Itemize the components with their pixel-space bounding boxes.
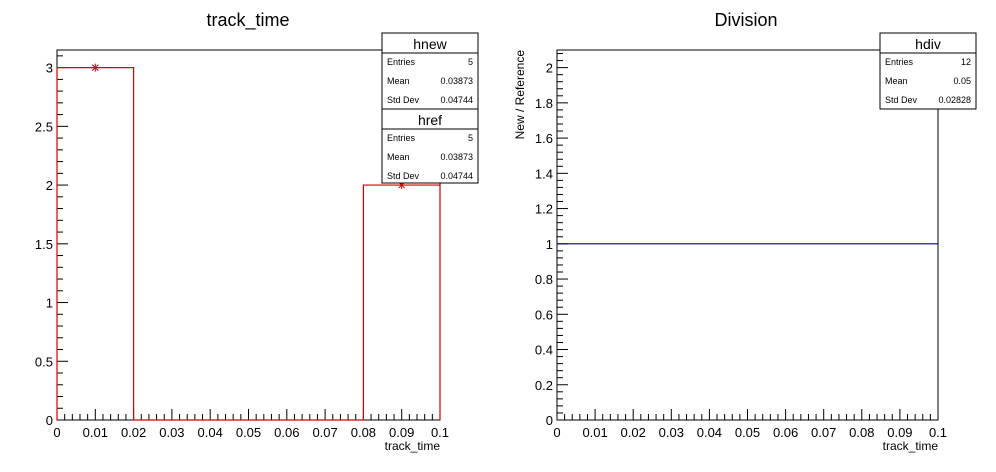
stats-box-hnew: hnew Entries 5 Mean 0.03873 Std Dev 0.04744 [381, 32, 479, 110]
stats-box-frame [879, 32, 977, 110]
x-axis-title: track_time [883, 439, 939, 453]
y-tick-label: 0.4 [535, 343, 553, 358]
stats-value: 0.04744 [440, 95, 473, 105]
y-axis-title: New / Reference [513, 50, 527, 140]
x-tick-label: 0.07 [312, 425, 337, 440]
y-tick-label: 0.8 [535, 272, 553, 287]
y-tick-label: 1.8 [535, 96, 553, 111]
chart-title: track_time [206, 10, 289, 31]
x-tick-label: 0.02 [121, 425, 146, 440]
x-tick-label: 0 [553, 425, 560, 440]
stats-value: 5 [468, 133, 473, 143]
chart-panel-2: Division 0 0.01 0.02 0.03 0.04 0.05 0.06 0.07 0.0… [513, 10, 977, 453]
stats-label: Entries [885, 57, 914, 67]
y-tick-label: 1.4 [535, 166, 553, 181]
stats-label: Entries [387, 57, 416, 67]
y-tick-label: 1.2 [535, 202, 553, 217]
x-tick-label: 0 [53, 425, 60, 440]
stats-label: Mean [885, 76, 908, 86]
x-tick-label: 0.08 [351, 425, 376, 440]
stats-label: Mean [387, 152, 410, 162]
x-tick-label: 0.09 [389, 425, 414, 440]
y-tick-label: 1.6 [535, 131, 553, 146]
x-tick-label: 0.03 [659, 425, 684, 440]
y-tick-label: 0.5 [35, 354, 53, 369]
x-tick-label: 0.05 [236, 425, 261, 440]
x-tick-label: 0.07 [811, 425, 836, 440]
y-tick-label: 2 [46, 178, 53, 193]
x-tick-label: 0.02 [621, 425, 646, 440]
stats-label: Std Dev [885, 95, 918, 105]
y-tick-label: 1 [546, 237, 553, 252]
chart-title: Division [714, 10, 777, 30]
x-tick-label: 0.04 [697, 425, 722, 440]
stats-box-title: hnew [413, 36, 447, 52]
stats-value: 0.04744 [440, 171, 473, 181]
stats-value: 5 [468, 57, 473, 67]
y-tick-label: 0 [46, 413, 53, 428]
y-tick-label: 0.2 [535, 378, 553, 393]
stats-value: 0.03873 [440, 152, 473, 162]
stats-box-title: hdiv [915, 36, 941, 52]
y-tick-label: 0 [546, 413, 553, 428]
x-tick-label: 0.04 [198, 425, 223, 440]
y-tick-label: 3 [46, 61, 53, 76]
x-tick-label: 0.06 [274, 425, 299, 440]
y-tick-label: 2 [546, 61, 553, 76]
y-tick-label: 2.5 [35, 119, 53, 134]
x-tick-label: 0.01 [582, 425, 607, 440]
y-tick-label: 0.6 [535, 307, 553, 322]
stats-label: Mean [387, 76, 410, 86]
stats-label: Std Dev [387, 95, 420, 105]
stats-box-title: href [418, 112, 442, 128]
x-tick-label: 0.05 [735, 425, 760, 440]
stats-label: Std Dev [387, 171, 420, 181]
stats-value: 0.03873 [440, 76, 473, 86]
x-axis-title: track_time [385, 439, 441, 453]
stats-box-frame [381, 32, 479, 110]
x-tick-label: 0.06 [773, 425, 798, 440]
stats-box-frame [381, 108, 479, 184]
stats-label: Entries [387, 133, 416, 143]
x-tick-label: 0.1 [929, 425, 947, 440]
stats-value: 12 [961, 57, 971, 67]
stats-value: 0.02828 [938, 95, 971, 105]
y-tick-label: 1.5 [35, 237, 53, 252]
series-hnew-marker [91, 63, 100, 72]
stats-value: 0.05 [953, 76, 971, 86]
x-tick-label: 0.03 [159, 425, 184, 440]
chart-panel-1: track_time 0 0.01 0.02 0.03 0.04 0.05 0.06 0.07 0… [35, 10, 479, 453]
x-tick-label: 0.1 [431, 425, 449, 440]
x-tick-label: 0.09 [887, 425, 912, 440]
y-tick-label: 1 [46, 296, 53, 311]
x-tick-label: 0.08 [849, 425, 874, 440]
x-tick-label: 0.01 [83, 425, 108, 440]
